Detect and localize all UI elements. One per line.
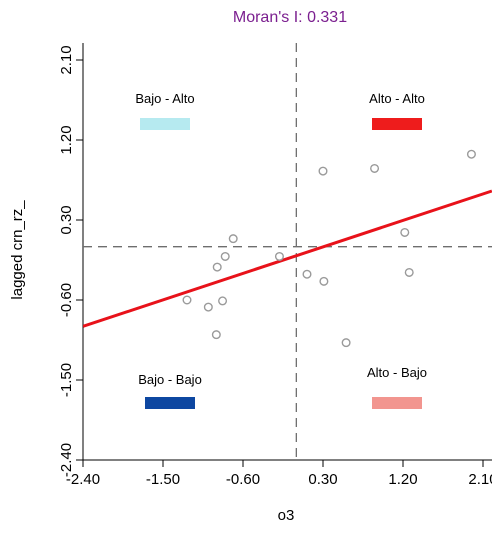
- data-point: [274, 251, 284, 261]
- data-point: [341, 338, 351, 348]
- data-point: [404, 267, 414, 277]
- y-tick-label: -1.50: [58, 363, 75, 397]
- x-tick-label: 2.10: [468, 471, 492, 488]
- data-point: [182, 295, 192, 305]
- data-point: [319, 276, 329, 286]
- y-tick-label: 1.20: [58, 125, 75, 154]
- x-tick-label: 1.20: [388, 471, 417, 488]
- x-tick-label: -0.60: [226, 471, 260, 488]
- data-point: [370, 163, 380, 173]
- data-point: [203, 302, 213, 312]
- quadrant-label: Alto - Alto: [369, 91, 425, 106]
- data-point: [228, 234, 238, 244]
- data-point: [218, 296, 228, 306]
- data-point: [400, 227, 410, 237]
- y-axis-label: lagged crn_rz_: [9, 200, 26, 300]
- quadrant-swatch: [140, 118, 190, 130]
- quadrant-label: Bajo - Alto: [135, 91, 194, 106]
- y-tick-label: 2.10: [58, 45, 75, 74]
- data-point: [220, 251, 230, 261]
- x-tick-label: 0.30: [308, 471, 337, 488]
- quadrant-label: Alto - Bajo: [367, 365, 427, 380]
- regression-line: [83, 189, 492, 328]
- data-point: [302, 269, 312, 279]
- data-point: [318, 166, 328, 176]
- quadrant-label: Bajo - Bajo: [138, 372, 202, 387]
- chart-title: Moran's I: 0.331: [233, 9, 347, 26]
- x-tick-label: -2.40: [66, 471, 100, 488]
- x-axis-label: o3: [278, 507, 295, 524]
- quadrant-swatch: [372, 118, 422, 130]
- data-point: [212, 262, 222, 272]
- quadrant-swatch: [372, 397, 422, 409]
- data-point: [466, 149, 476, 159]
- y-tick-label: -0.60: [58, 283, 75, 317]
- y-tick-label: -2.40: [58, 443, 75, 477]
- y-tick-label: 0.30: [58, 205, 75, 234]
- quadrant-swatch: [145, 397, 195, 409]
- data-point: [211, 330, 221, 340]
- x-tick-label: -1.50: [146, 471, 180, 488]
